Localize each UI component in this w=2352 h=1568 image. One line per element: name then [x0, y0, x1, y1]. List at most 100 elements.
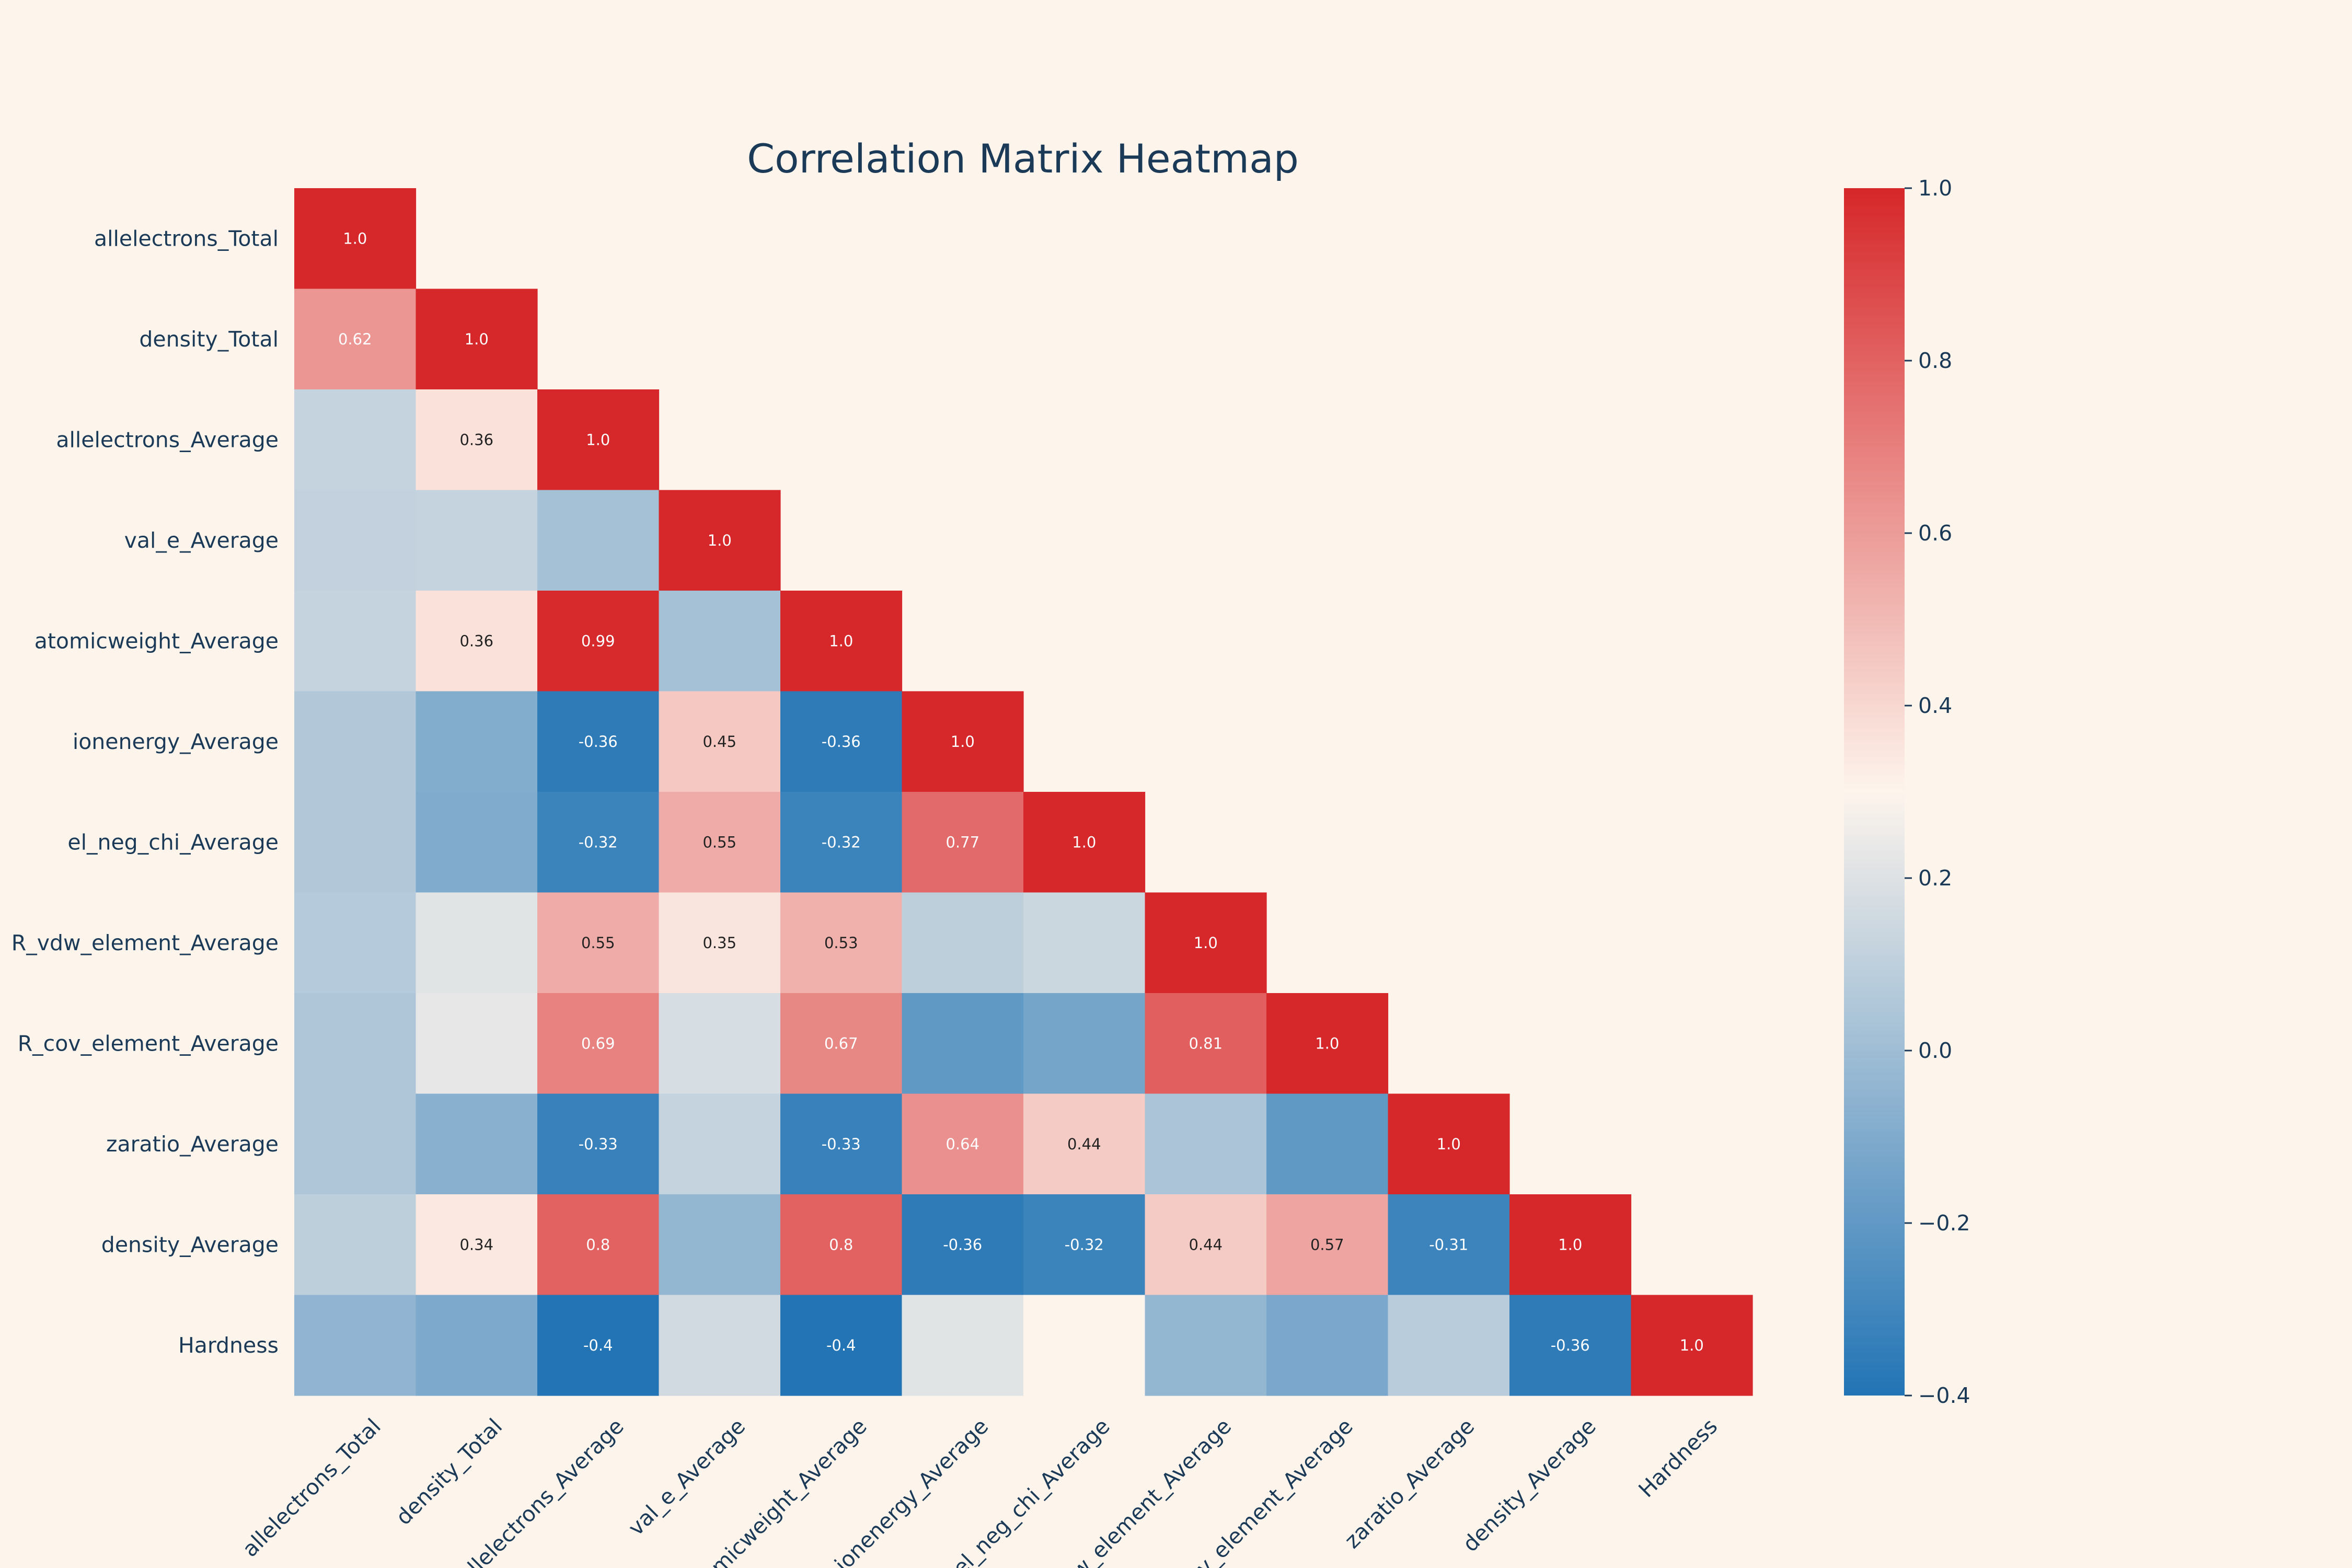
cell-value-label: 0.69 — [581, 1034, 615, 1052]
heatmap-cell — [659, 993, 781, 1094]
heatmap-cell — [416, 691, 538, 792]
y-tick-label: val_e_Average — [124, 528, 279, 553]
heatmap-cells — [294, 188, 1753, 1396]
cell-value-label: 1.0 — [343, 229, 367, 247]
cell-value-label: 0.53 — [824, 934, 858, 952]
cell-value-label: 1.0 — [586, 431, 610, 448]
heatmap-cell — [659, 1295, 781, 1396]
cell-value-label: 0.45 — [702, 733, 736, 751]
heatmap-cell — [659, 591, 781, 692]
y-tick-label: allelectrons_Average — [56, 427, 279, 452]
heatmap-cell — [537, 1093, 660, 1195]
chart-title: Correlation Matrix Heatmap — [747, 135, 1299, 182]
y-tick-label: R_vdw_element_Average — [11, 930, 279, 955]
y-tick-label: zaratio_Average — [106, 1132, 279, 1157]
cell-value-label: 0.55 — [581, 934, 615, 952]
cell-value-label: -0.4 — [583, 1336, 613, 1354]
heatmap-cell — [294, 892, 417, 994]
heatmap-cell — [537, 1295, 660, 1396]
heatmap-cell — [659, 490, 781, 591]
cell-value-label: 0.77 — [946, 833, 979, 851]
heatmap-cell — [780, 1194, 903, 1296]
x-tick-label: density_Total — [391, 1414, 507, 1530]
heatmap-cell — [1145, 993, 1267, 1094]
heatmap-cell — [659, 691, 781, 792]
heatmap-cell — [294, 1093, 417, 1195]
cell-value-label: 0.35 — [702, 934, 736, 952]
heatmap-cell — [416, 389, 538, 491]
x-tick-label: allelectrons_Total — [237, 1414, 386, 1562]
heatmap-cell — [1145, 1093, 1267, 1195]
heatmap-cell — [902, 792, 1024, 893]
heatmap-cell — [1266, 993, 1389, 1094]
heatmap-cell — [1145, 1295, 1267, 1396]
cell-value-label: 0.81 — [1189, 1034, 1223, 1052]
heatmap-cell — [537, 993, 660, 1094]
heatmap-cell — [780, 1093, 903, 1195]
heatmap-cell — [416, 1194, 538, 1296]
heatmap-cell — [1023, 1093, 1146, 1195]
heatmap-cell — [416, 591, 538, 692]
colorbar-tick-label: 0.2 — [1918, 866, 1952, 891]
colorbar-tick-label: −0.2 — [1918, 1210, 1970, 1236]
heatmap-cell — [659, 1093, 781, 1195]
y-tick-label: allelectrons_Total — [94, 226, 279, 251]
y-tick-label: el_neg_chi_Average — [67, 829, 279, 855]
y-tick-label: density_Total — [139, 327, 279, 352]
y-tick-label: density_Average — [101, 1232, 279, 1257]
colorbar-tick-label: −0.4 — [1918, 1383, 1970, 1408]
cell-value-label: -0.33 — [822, 1135, 861, 1153]
heatmap-cell — [294, 993, 417, 1094]
heatmap-cell — [416, 289, 538, 390]
cell-value-label: 1.0 — [1315, 1034, 1339, 1052]
heatmap-cell — [902, 1093, 1024, 1195]
heatmap-cell — [902, 993, 1024, 1094]
heatmap-cell — [416, 1093, 538, 1195]
heatmap-cell — [416, 993, 538, 1094]
heatmap-cell — [1509, 1295, 1632, 1396]
cell-value-label: 0.57 — [1310, 1236, 1344, 1253]
y-axis-labels: allelectrons_Total density_Total allelectr… — [11, 226, 279, 1358]
cell-value-label: 1.0 — [708, 532, 732, 549]
heatmap-cell — [1023, 792, 1146, 893]
colorbar — [1844, 188, 1905, 1396]
cell-value-label: 0.8 — [586, 1236, 610, 1253]
x-tick-label: R_vdw_element_Average — [1030, 1414, 1236, 1568]
cell-value-label: 1.0 — [1194, 934, 1218, 952]
heatmap-cell — [780, 1295, 903, 1396]
y-tick-label: ionenergy_Average — [73, 729, 279, 754]
cell-value-label: 0.62 — [338, 330, 372, 348]
heatmap-cell — [902, 1295, 1024, 1396]
heatmap-cell — [1023, 892, 1146, 994]
heatmap-cell — [780, 691, 903, 792]
heatmap-cell — [1388, 1194, 1510, 1296]
heatmap-cell — [1266, 1093, 1389, 1195]
heatmap-cell — [537, 691, 660, 792]
heatmap-cell — [1023, 993, 1146, 1094]
heatmap-cell — [1388, 1093, 1510, 1195]
heatmap-cell — [537, 389, 660, 491]
heatmap-cell — [780, 591, 903, 692]
colorbar-ticks: 1.0 0.8 0.6 0.4 0.2 0.0 −0.2 −0.4 — [1905, 176, 1970, 1408]
heatmap-cell — [1266, 1295, 1389, 1396]
cell-value-label: -0.36 — [579, 733, 618, 751]
cell-value-label: 1.0 — [1558, 1236, 1582, 1253]
heatmap-cell — [294, 1194, 417, 1296]
cell-value-label: 0.36 — [459, 431, 493, 448]
heatmap-cell — [1023, 1194, 1146, 1296]
heatmap-cell — [416, 490, 538, 591]
cell-value-label: -0.36 — [943, 1236, 982, 1253]
heatmap-cell — [294, 289, 417, 390]
x-axis-labels: allelectrons_Total density_Totalallelectr… — [237, 1414, 1722, 1568]
cell-value-label: 1.0 — [1072, 833, 1096, 851]
heatmap-cell — [659, 892, 781, 994]
heatmap-cell — [294, 490, 417, 591]
heatmap-cell — [780, 892, 903, 994]
y-tick-label: Hardness — [178, 1333, 279, 1358]
heatmap-cell — [780, 993, 903, 1094]
cell-value-label: -0.32 — [1065, 1236, 1104, 1253]
cell-value-label: 0.34 — [459, 1236, 493, 1253]
heatmap-cell — [1509, 1194, 1632, 1296]
heatmap-cell — [902, 691, 1024, 792]
cell-value-label: 0.64 — [946, 1135, 979, 1153]
